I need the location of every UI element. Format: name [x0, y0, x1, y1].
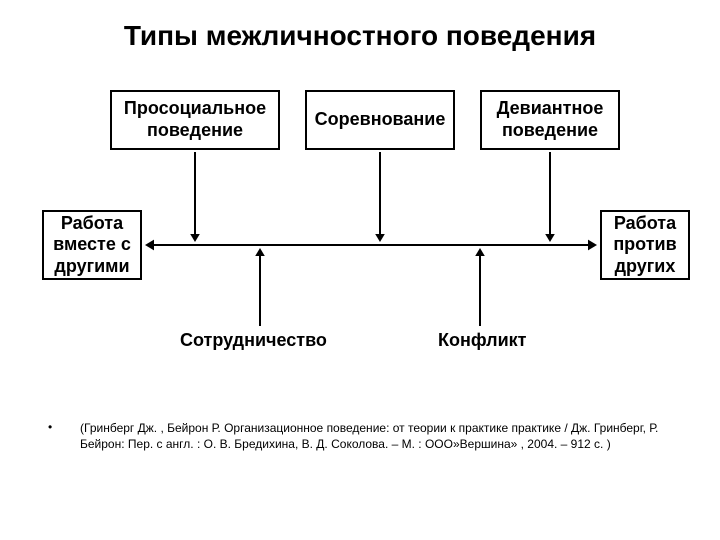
diagram-arrows	[0, 0, 720, 540]
